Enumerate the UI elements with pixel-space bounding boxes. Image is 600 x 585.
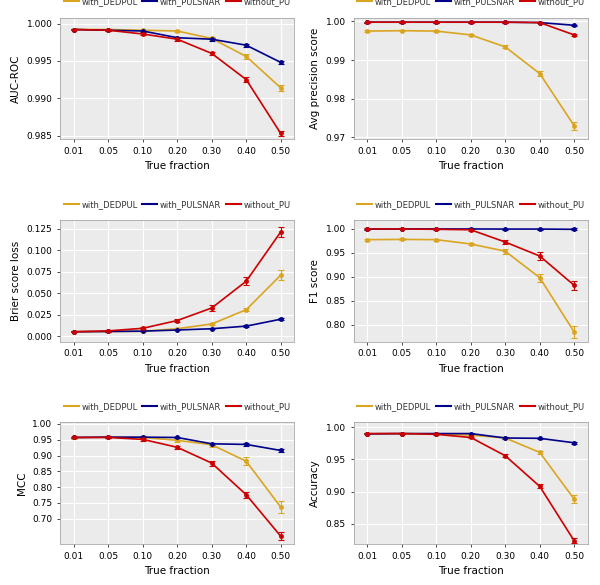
Y-axis label: Brier score loss: Brier score loss <box>11 240 21 321</box>
Legend: with_DEDPUL, with_PULSNAR, without_PU: with_DEDPUL, with_PULSNAR, without_PU <box>64 199 291 209</box>
X-axis label: True fraction: True fraction <box>438 364 503 374</box>
Y-axis label: F1 score: F1 score <box>310 259 320 302</box>
X-axis label: True fraction: True fraction <box>145 566 210 576</box>
Y-axis label: Avg precision score: Avg precision score <box>310 28 320 129</box>
Legend: with_DEDPUL, with_PULSNAR, without_PU: with_DEDPUL, with_PULSNAR, without_PU <box>357 402 584 411</box>
Y-axis label: MCC: MCC <box>17 472 26 495</box>
Y-axis label: Accuracy: Accuracy <box>310 459 320 507</box>
Legend: with_DEDPUL, with_PULSNAR, without_PU: with_DEDPUL, with_PULSNAR, without_PU <box>357 0 584 6</box>
Legend: with_DEDPUL, with_PULSNAR, without_PU: with_DEDPUL, with_PULSNAR, without_PU <box>357 199 584 209</box>
X-axis label: True fraction: True fraction <box>145 364 210 374</box>
Legend: with_DEDPUL, with_PULSNAR, without_PU: with_DEDPUL, with_PULSNAR, without_PU <box>64 0 291 6</box>
X-axis label: True fraction: True fraction <box>438 566 503 576</box>
X-axis label: True fraction: True fraction <box>438 161 503 171</box>
Y-axis label: AUC-ROC: AUC-ROC <box>11 54 21 103</box>
X-axis label: True fraction: True fraction <box>145 161 210 171</box>
Legend: with_DEDPUL, with_PULSNAR, without_PU: with_DEDPUL, with_PULSNAR, without_PU <box>64 402 291 411</box>
